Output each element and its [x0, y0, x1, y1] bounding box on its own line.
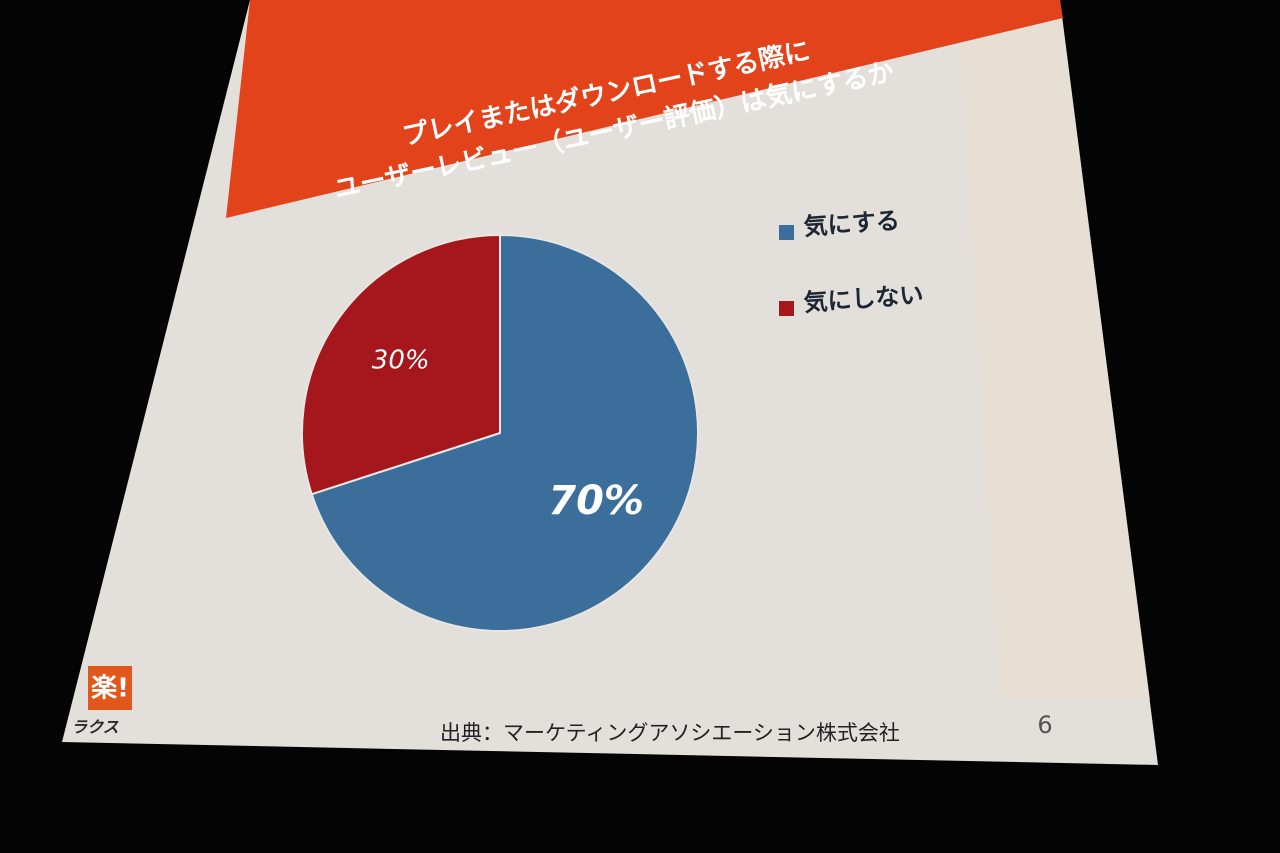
legend-swatch: [779, 301, 794, 316]
slide-decoration: [960, 20, 1150, 700]
logo-box: [88, 666, 132, 710]
pie-slice: [310, 233, 699, 632]
value-label: 70%: [548, 478, 644, 524]
logo-mark: 楽!: [91, 674, 129, 704]
pie: 70% 30%: [301, 233, 699, 632]
value-label: 30%: [372, 345, 430, 375]
legend-swatch: [779, 225, 794, 240]
title-band: [226, 0, 1063, 218]
logo-name: ラクス: [71, 718, 119, 737]
source: 出典：マーケティングアソシエーション株式会社: [440, 721, 900, 745]
pie-slice: [301, 233, 501, 496]
legend-label: 気にする: [803, 206, 901, 241]
page-number: 6: [1037, 711, 1052, 739]
